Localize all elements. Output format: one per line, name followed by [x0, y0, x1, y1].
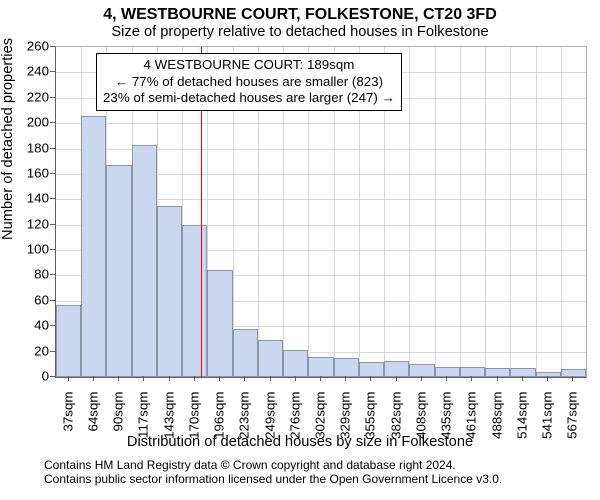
histogram-bar	[132, 145, 157, 377]
y-tick-label: 220	[23, 89, 49, 104]
footer-line1: Contains HM Land Registry data © Crown c…	[44, 458, 584, 472]
y-tick-label: 20	[23, 343, 49, 358]
y-tick-label: 140	[23, 191, 49, 206]
histogram-bar	[359, 362, 384, 377]
chart-title-line2: Size of property relative to detached ho…	[0, 24, 600, 40]
y-tick-label: 60	[23, 292, 49, 307]
footer-line2: Contains public sector information licen…	[44, 472, 584, 486]
y-tick-label: 240	[23, 64, 49, 79]
y-tick-label: 160	[23, 165, 49, 180]
y-tick-label: 120	[23, 216, 49, 231]
x-axis-label: Distribution of detached houses by size …	[0, 434, 600, 450]
annotation-line3: 23% of semi-detached houses are larger (…	[103, 90, 395, 107]
y-tick-label: 80	[23, 267, 49, 282]
y-tick-label: 200	[23, 115, 49, 130]
histogram-bar	[106, 165, 131, 377]
plot-area: 4 WESTBOURNE COURT: 189sqm ← 77% of deta…	[55, 46, 587, 378]
histogram-bar	[308, 357, 333, 377]
histogram-bar	[81, 116, 106, 377]
y-tick-label: 0	[23, 369, 49, 384]
histogram-bar	[157, 206, 182, 377]
y-tick-label: 180	[23, 140, 49, 155]
histogram-bar	[510, 368, 535, 377]
histogram-bar	[207, 270, 232, 377]
histogram-bar	[258, 340, 283, 377]
histogram-bar	[384, 361, 409, 378]
annotation-line2: ← 77% of detached houses are smaller (82…	[103, 74, 395, 91]
histogram-bar	[409, 364, 434, 377]
chart-root: 4, WESTBOURNE COURT, FOLKESTONE, CT20 3F…	[0, 0, 600, 500]
annotation-line1: 4 WESTBOURNE COURT: 189sqm	[103, 57, 395, 74]
histogram-bar	[334, 358, 359, 377]
histogram-bar	[233, 329, 258, 377]
annotation-box: 4 WESTBOURNE COURT: 189sqm ← 77% of deta…	[96, 53, 402, 111]
y-tick-label: 260	[23, 39, 49, 54]
histogram-bar	[182, 225, 207, 377]
y-tick-label: 40	[23, 318, 49, 333]
histogram-bar	[283, 350, 308, 377]
y-axis-label: Number of detached properties	[0, 38, 16, 240]
chart-title-line1: 4, WESTBOURNE COURT, FOLKESTONE, CT20 3F…	[0, 6, 600, 24]
histogram-bar	[56, 305, 81, 377]
histogram-bar	[485, 368, 510, 377]
y-tick-label: 100	[23, 242, 49, 257]
